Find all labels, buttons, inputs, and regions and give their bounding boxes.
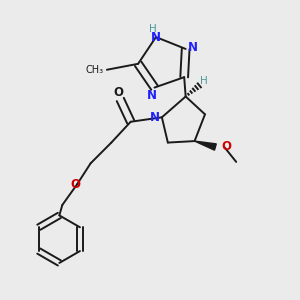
Text: O: O — [114, 86, 124, 99]
Text: H: H — [149, 24, 157, 34]
Text: N: N — [150, 111, 160, 124]
Text: N: N — [146, 89, 157, 102]
Text: N: N — [151, 31, 161, 44]
Text: N: N — [188, 41, 198, 54]
Polygon shape — [195, 141, 216, 150]
Text: H: H — [200, 76, 208, 86]
Text: O: O — [221, 140, 231, 153]
Text: CH₃: CH₃ — [86, 65, 104, 75]
Text: O: O — [71, 178, 81, 191]
